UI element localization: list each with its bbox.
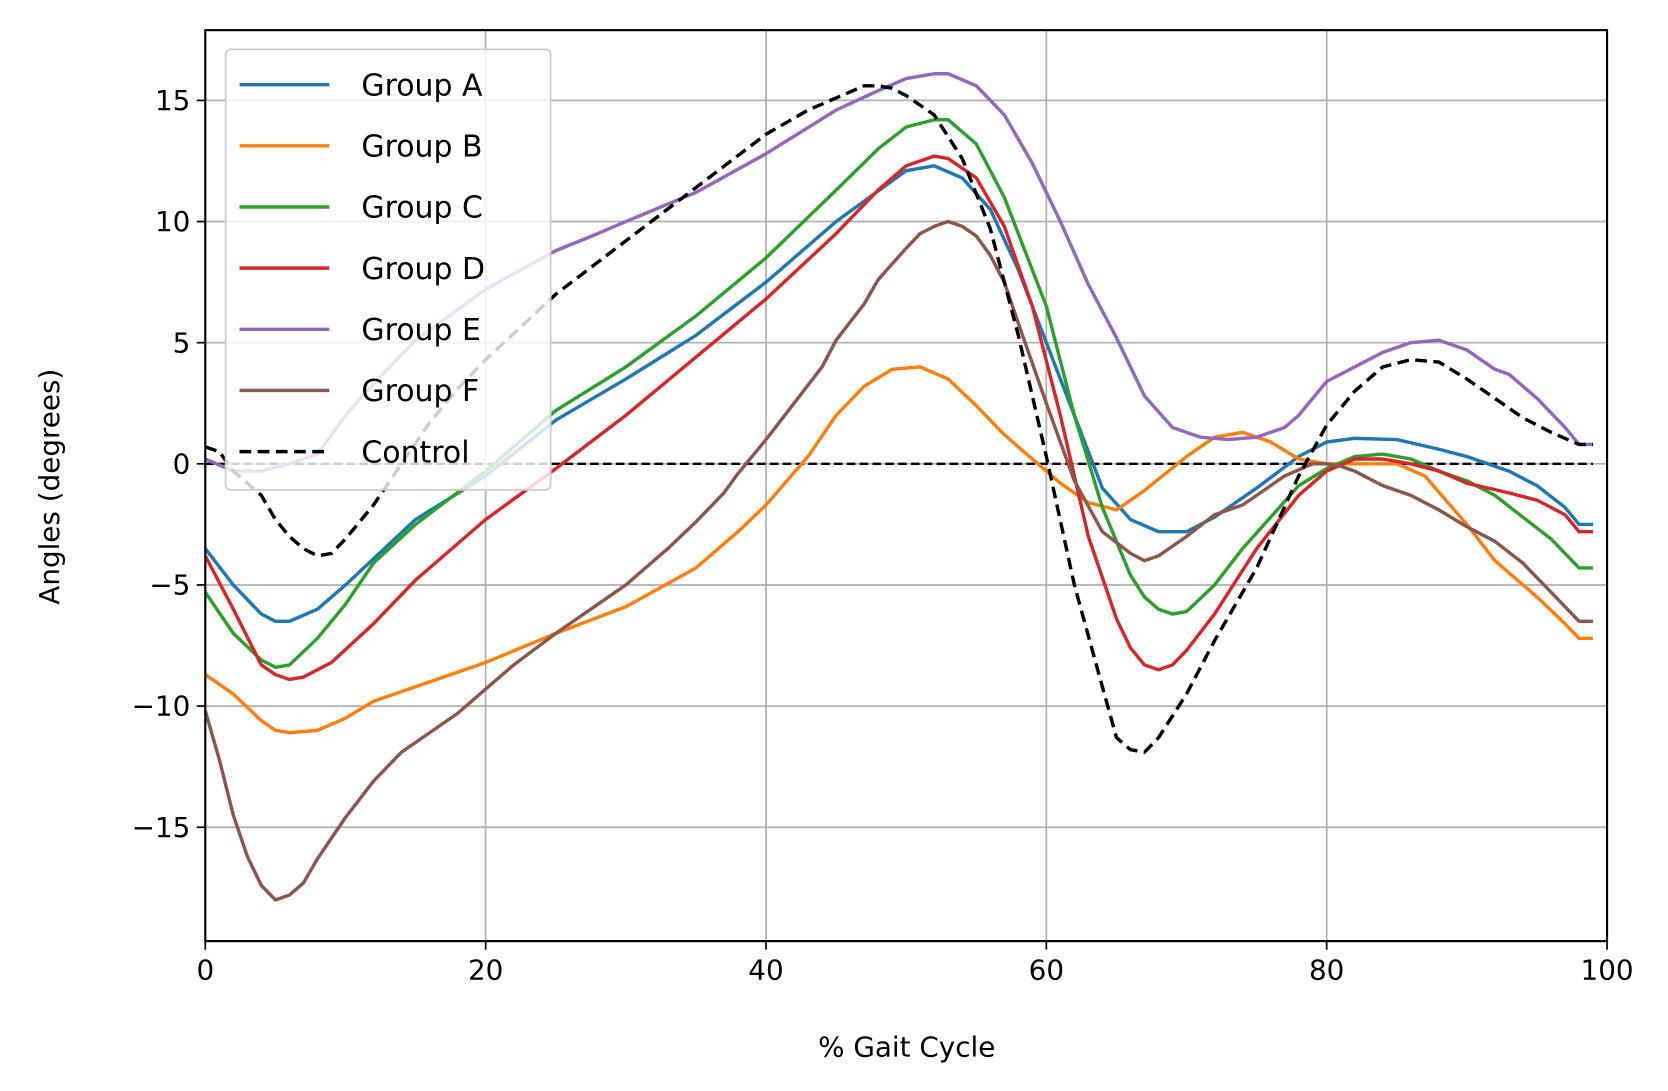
y-tick-label: −5 [149, 569, 190, 602]
series-line-group-c [203, 118, 1594, 669]
y-tick-label: −10 [132, 690, 191, 723]
legend-label: Group C [361, 191, 483, 226]
y-axis-label: Angles (degrees) [33, 369, 66, 605]
y-tick-label: −15 [132, 811, 191, 844]
x-tick-label: 0 [196, 954, 214, 987]
legend-label: Group A [361, 68, 483, 103]
x-tick-label: 60 [1029, 954, 1064, 987]
series-line-group-d [203, 154, 1594, 682]
series-line-group-b [204, 365, 1594, 735]
legend: Group A Group B Group C Group D Group E Group… [224, 48, 552, 491]
y-tick-label: 15 [155, 84, 190, 117]
axis-ticks: 0 20 40 60 80 100 −15 −10 −5 0 5 10 15 [132, 84, 1634, 987]
legend-label: Group B [361, 130, 482, 165]
x-axis-label: % Gait Cycle [818, 1031, 995, 1064]
series-lines [203, 72, 1594, 902]
y-tick-label: 5 [173, 326, 191, 359]
series-line-control [204, 84, 1594, 754]
y-tick-label: 10 [155, 205, 190, 238]
legend-label: Group E [361, 313, 481, 348]
x-tick-label: 80 [1309, 954, 1344, 987]
legend-label: Group D [361, 252, 485, 287]
plot-frame [204, 29, 1609, 943]
legend-box [224, 48, 552, 491]
series-line-group-f [203, 219, 1594, 902]
x-tick-label: 100 [1581, 954, 1634, 987]
y-tick-label: 0 [173, 447, 191, 480]
x-tick-label: 40 [748, 954, 783, 987]
legend-label: Group F [361, 374, 479, 409]
x-tick-label: 20 [468, 954, 503, 987]
legend-label: Control [361, 435, 469, 470]
